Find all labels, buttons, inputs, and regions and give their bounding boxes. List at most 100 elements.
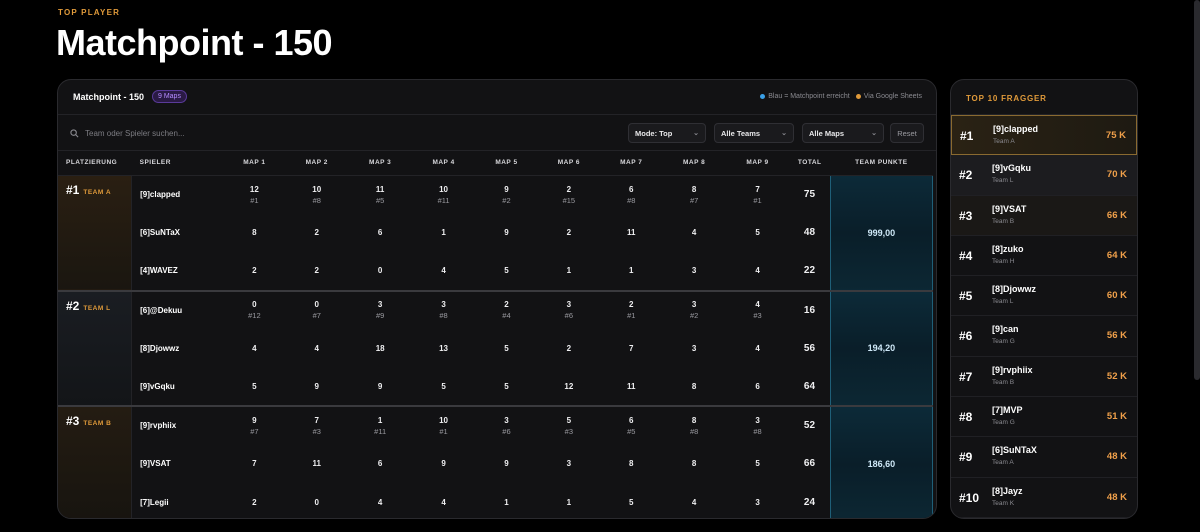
player-name[interactable]: [6]@Dekuu [131,289,224,329]
map-score-cell: 12 #1 [224,175,285,214]
map-rank: #2 [689,311,699,321]
map-score-cell: 8 [600,445,662,484]
map-score: 5 [504,343,509,353]
map-score-cell: 8 [224,214,285,253]
mode-select[interactable]: Mode: Top ⌄ [628,123,706,143]
fragger-item[interactable]: #8 [7]MVP Team G 51 K [951,397,1137,438]
map-score-cell: 9 [412,445,475,484]
map-score: 4 [755,300,760,310]
reset-button[interactable]: Reset [890,123,924,143]
map-score-cell: 3 [538,445,600,484]
map-rank: #7 [312,311,321,321]
placement-team: TEAM A [83,188,112,196]
player-name[interactable]: [9]clapped [140,190,181,199]
table-row[interactable]: [9]VSAT 7 11 6 9 9 3 8 8 5 66 [58,445,933,484]
map-score: 6 [377,459,383,469]
table-row[interactable]: [8]Djowwz 4 4 18 13 5 2 7 3 4 56 [58,329,933,368]
total-cell: 52 [789,405,831,445]
fragger-score: 48 K [1106,491,1127,503]
map-score-cell: 3 [662,329,725,368]
map-rank: #2 [502,195,511,205]
map-score: 4 [755,343,760,353]
map-score: 3 [691,266,697,276]
map-score: 0 [252,300,257,310]
header-map-9: MAP 9 [725,151,790,176]
map-score: 3 [504,415,509,425]
maps-select[interactable]: Alle Maps ⌄ [802,123,884,143]
player-name[interactable]: [6]SuNTaX [140,228,180,238]
map-score-cell: 2 #1 [600,289,663,329]
map-score-cell: 0 [285,483,348,518]
fragger-name: [8]zuko [992,243,1024,254]
fragger-score: 64 K [1106,249,1127,261]
map-score-cell: 7 #1 [726,175,789,214]
fragger-name: [9]clapped [993,124,1039,134]
fragger-item[interactable]: #10 [8]Jayz Team K 48 K [951,478,1137,518]
orange-dot-icon [855,93,861,99]
map-score-cell: 1 #11 [348,405,412,445]
player-name[interactable]: [7]Legii [140,497,169,507]
window-scrollbar[interactable] [1194,0,1200,380]
map-score-cell: 9 [348,368,411,407]
fragger-item[interactable]: #9 [6]SuNTaX Team A 48 K [951,437,1137,478]
map-score-cell: 6 #5 [600,405,663,445]
map-score-cell: 9 #7 [223,405,286,445]
table-row[interactable]: [9]vGqku 5 9 9 5 5 12 11 8 6 64 [58,368,933,407]
map-score: 9 [377,381,383,391]
map-score: 9 [504,184,509,194]
map-score: 0 [314,497,319,507]
map-score: 12 [249,184,259,194]
player-name[interactable]: [9]vGqku [140,381,175,391]
team-points-cell: 186,60 [829,405,934,518]
map-score-cell: 4 [662,483,725,518]
fragger-item[interactable]: #3 [9]VSAT Team B 66 K [951,195,1137,236]
table-row[interactable]: [6]SuNTaX 8 2 6 1 9 2 11 4 5 48 [58,214,933,253]
search-input[interactable]: Team oder Spieler suchen... [70,123,370,143]
map-score-cell: 12 [538,368,600,407]
map-score: 8 [691,381,697,391]
fragger-rank: #7 [959,369,973,384]
map-score-cell: 4 [726,329,789,368]
map-score: 8 [252,228,257,238]
player-name[interactable]: [9]VSAT [140,459,171,469]
table-row[interactable]: #3 TEAM B [9]rvphiix 9 #7 7 #3 1 #11 10 #1 3 #6 5 #3 6 #… [58,405,934,518]
fragger-item[interactable]: #5 [8]Djowwz Team L 60 K [951,276,1137,317]
map-score-cell: 4 [662,214,725,253]
map-score: 11 [312,459,321,469]
fragger-item[interactable]: #4 [8]zuko Team H 64 K [951,236,1137,277]
map-score: 4 [691,228,697,238]
table-row[interactable]: #2 TEAM L [6]@Dekuu 0 #12 0 #7 3 #9 3 #8 2 #4 3 #6 2 #1 3… [58,289,934,406]
map-score-cell: 3 #2 [662,289,726,329]
map-score: 0 [314,300,319,310]
map-rank: #5 [627,426,636,436]
player-name[interactable]: [9]rvphiix [131,405,224,445]
map-score: 9 [504,228,509,238]
table-row[interactable]: #1 TEAM A [9]clapped 12 #1 10 #8 11 #5 10 #11 9 #2 2 #… [58,175,934,291]
teams-select[interactable]: Alle Teams ⌄ [714,123,794,143]
map-score-cell: 3 #6 [537,289,601,329]
fragger-item[interactable]: #7 [9]rvphiix Team B 52 K [951,357,1137,398]
header-map-6: MAP 6 [537,151,601,176]
map-score-cell: 7 [224,445,285,484]
fragger-rank: #9 [959,450,973,465]
fragger-name: [8]Djowwz [992,284,1036,295]
fragger-rank: #2 [959,168,973,183]
fragger-score: 75 K [1105,130,1126,141]
placement-team: TEAM L [83,304,111,312]
map-score-cell: 9 [475,214,537,253]
fragger-item[interactable]: #2 [9]vGqku Team L 70 K [951,155,1137,196]
map-score: 12 [564,381,574,391]
fragger-score: 48 K [1106,451,1127,463]
map-rank: #9 [375,311,385,321]
map-score: 2 [629,300,634,310]
map-score-cell: 6 [348,445,411,484]
fragger-item[interactable]: #6 [9]can Team G 56 K [951,316,1137,357]
fragger-item[interactable]: #1 [9]clapped Team A 75 K [951,115,1137,156]
total-cell: 24 [803,496,816,508]
table-row[interactable]: [7]Legii 2 0 4 4 1 1 5 4 3 24 [58,483,933,518]
map-score-cell: 8 #8 [662,405,726,445]
player-name[interactable]: [8]Djowwz [140,343,180,353]
map-score: 8 [691,184,697,194]
table-row[interactable]: [4]WAVEZ 2 2 0 4 5 1 1 3 4 22 [58,252,933,291]
player-name[interactable]: [4]WAVEZ [140,266,178,276]
